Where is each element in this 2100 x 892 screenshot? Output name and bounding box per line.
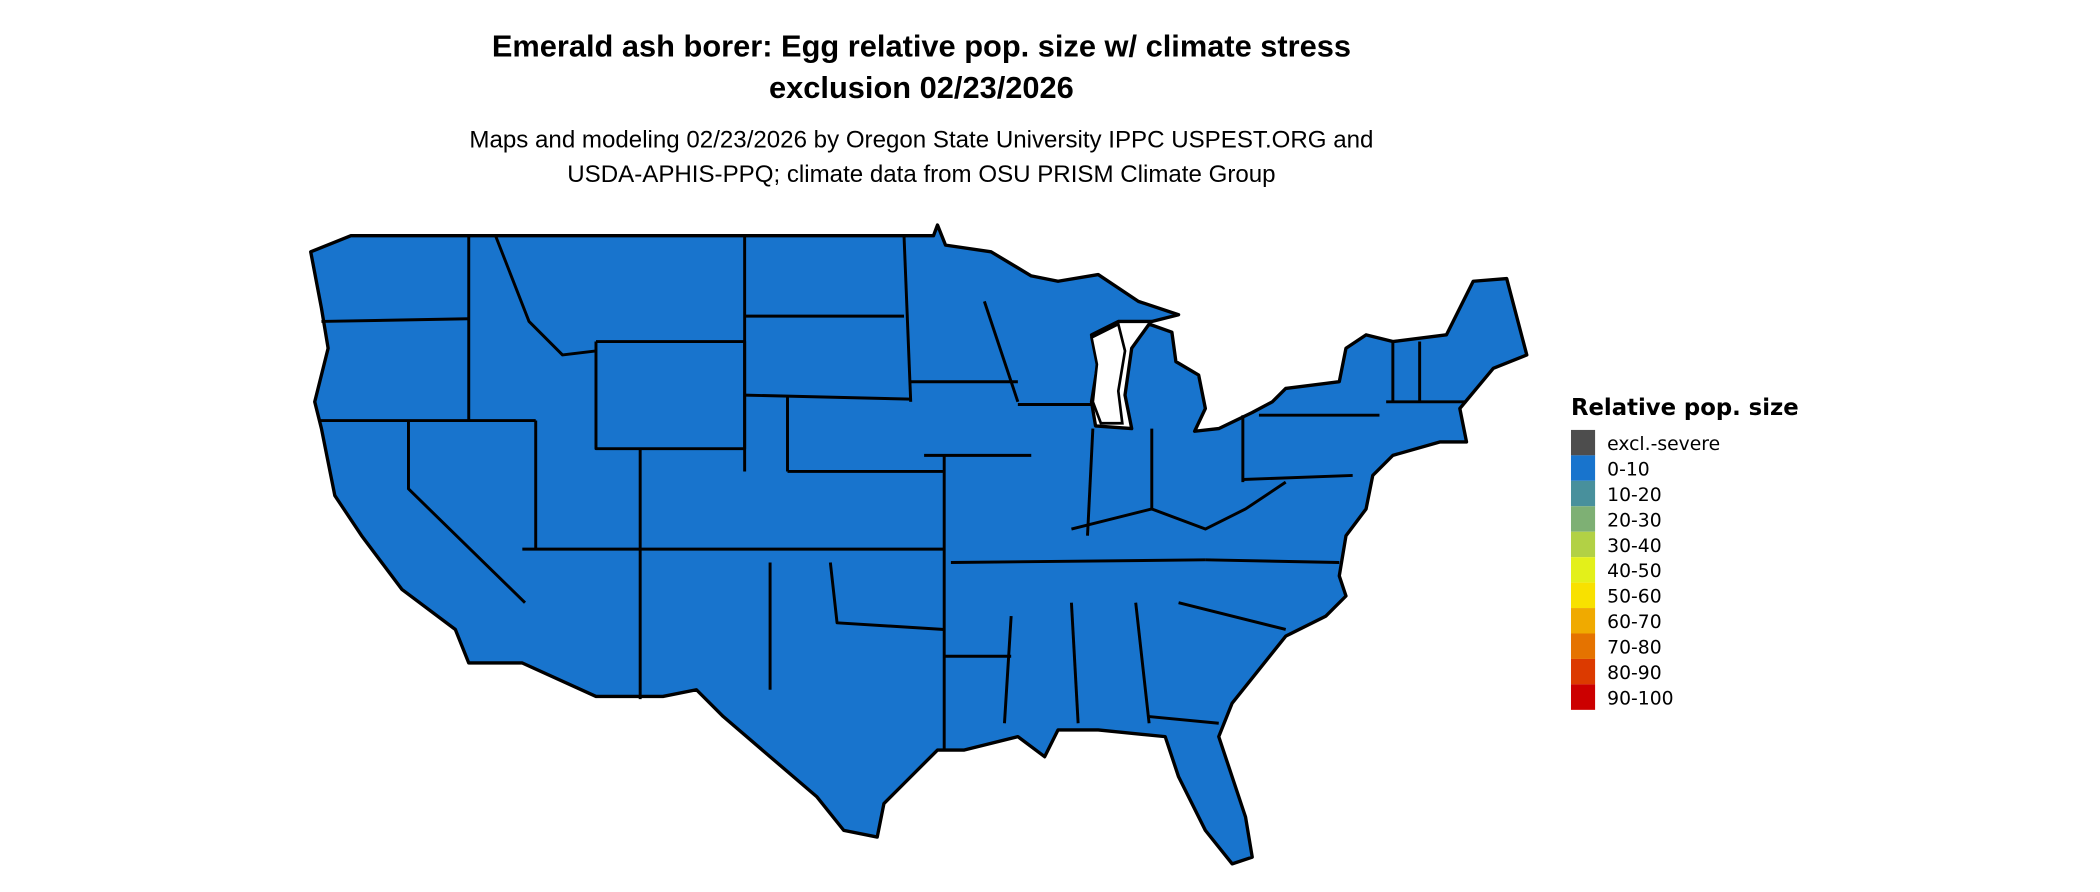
legend-label: 80-90 <box>1607 663 1661 684</box>
legend-label: 40-50 <box>1607 561 1661 582</box>
legend-swatch <box>1570 531 1596 558</box>
legend-swatch <box>1570 608 1596 634</box>
title-line-1: Emerald ash borer: Egg relative pop. siz… <box>492 28 1351 63</box>
legend-title: Relative pop. size <box>1571 395 1799 421</box>
legend-label: 70-80 <box>1607 638 1661 659</box>
title-line-2: exclusion 02/23/2026 <box>769 70 1074 105</box>
legend-label: 50-60 <box>1607 587 1661 608</box>
legend-swatch <box>1570 455 1596 481</box>
legend-label: 10-20 <box>1607 485 1661 506</box>
legend-label: 90-100 <box>1607 688 1673 709</box>
legend-swatch <box>1570 582 1596 609</box>
legend-label: 0-10 <box>1607 459 1650 480</box>
legend-swatch <box>1570 633 1596 659</box>
legend-swatch <box>1570 658 1596 685</box>
state-borders <box>318 235 1467 751</box>
legend-swatch <box>1570 684 1596 710</box>
legend-swatch <box>1570 480 1596 507</box>
us-map <box>309 223 1529 866</box>
lake-michigan <box>1090 322 1127 425</box>
legend-label: 30-40 <box>1607 536 1661 557</box>
legend-swatch <box>1570 429 1596 456</box>
legend-swatch <box>1570 506 1596 532</box>
subtitle-line-2: USDA-APHIS-PPQ; climate data from OSU PR… <box>567 161 1275 188</box>
legend-swatch <box>1570 557 1596 583</box>
legend-label: 20-30 <box>1607 510 1661 531</box>
us-outline <box>309 223 1529 866</box>
subtitle-line-1: Maps and modeling 02/23/2026 by Oregon S… <box>469 126 1373 153</box>
legend: Relative pop. size excl.-severe 0-10 10-20… <box>1570 395 1799 710</box>
legend-label: excl.-severe <box>1607 434 1720 455</box>
legend-label: 60-70 <box>1607 612 1661 633</box>
